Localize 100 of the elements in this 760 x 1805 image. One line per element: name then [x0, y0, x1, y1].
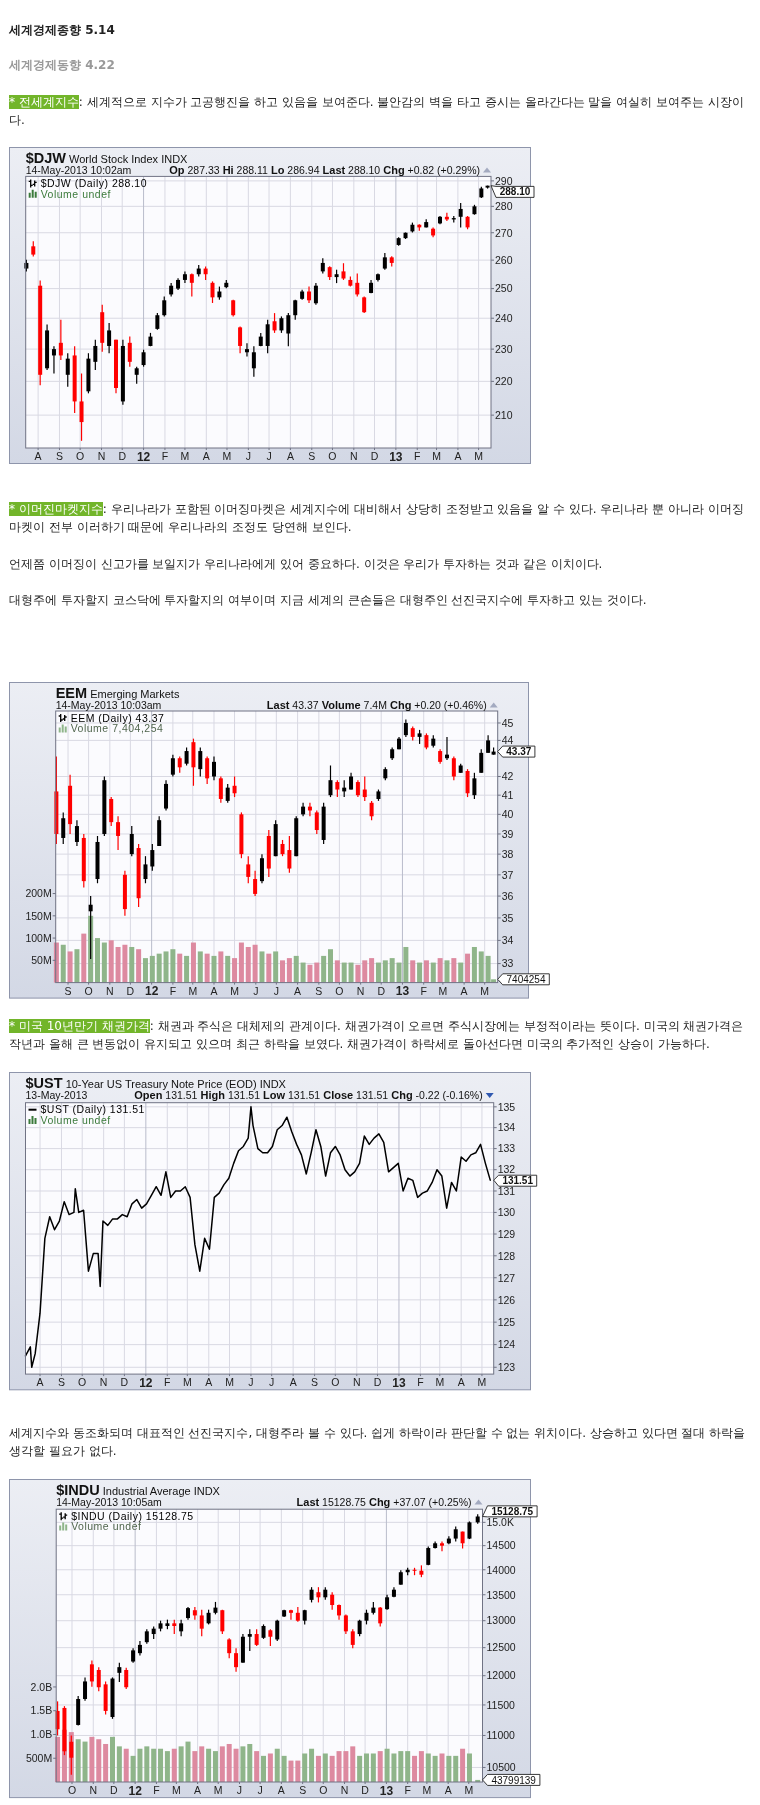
x-tick-label: S	[311, 1376, 319, 1389]
text: 언제쯤 이머징이 신고가를 보일지가 우리나라에게 있어 중요하다. 이것은 우리가 투자하는 것과 같은 이치이다.	[9, 556, 604, 573]
x-tick-label: D	[361, 1784, 370, 1797]
x-tick-label: J	[273, 984, 279, 997]
x-tick-label: M	[171, 1784, 181, 1797]
y-tick-label: 14000	[486, 1563, 516, 1576]
x-tick-label: A	[194, 1784, 202, 1797]
y-tick-label: 10500	[486, 1761, 516, 1774]
x-tick-label: N	[106, 984, 114, 997]
x-tick-label: F	[164, 1376, 171, 1389]
y-tick-label: 240	[495, 312, 513, 325]
legend-label: $UST (Daily) 131.51	[40, 1103, 145, 1116]
x-tick-label: F	[153, 1784, 160, 1797]
x-tick-label: 12	[136, 450, 151, 465]
x-tick-label: M	[438, 984, 448, 997]
y-tick-label: 135	[497, 1100, 516, 1113]
x-tick-label: A	[444, 1784, 452, 1797]
x-tick-label: F	[404, 1784, 411, 1797]
y-tick-label: 134	[497, 1121, 516, 1134]
x-tick-label: A	[205, 1376, 213, 1389]
x-tick-label: J	[236, 1784, 243, 1797]
y-tick-label: 210	[495, 409, 513, 422]
text: 대형주에 투자할지 코스닥에 투자할지의 여부이며 지금 세계의 큰손들은 대형주인 선진국지수에 투자하고 있는 것이다.	[9, 591, 648, 609]
x-tick-label: J	[257, 1784, 263, 1797]
x-tick-label: F	[169, 984, 177, 997]
x-tick-label: 13	[392, 1375, 406, 1390]
x-tick-label: O	[84, 984, 93, 997]
y-tick-label: 270	[495, 226, 513, 239]
y-tick-label: 45	[501, 716, 514, 729]
annotation: Last 43.37 Volume 7.4M Chg +0.20 (+0.46%)	[266, 698, 487, 711]
x-tick-label: D	[370, 450, 379, 463]
chart-title: $UST 10-Year US Treasury Note Price (EOD) INDX	[25, 1074, 287, 1091]
annotation: 15128.75	[491, 1506, 534, 1518]
legend-label: EEM (Daily) 43.37	[70, 711, 165, 724]
y2-tick-label: 1.5B	[30, 1704, 53, 1717]
x-tick-label: A	[460, 984, 468, 997]
y-tick-label: 14500	[486, 1539, 516, 1552]
x-tick-label: 12	[144, 984, 159, 999]
y-tick-label: 130	[497, 1205, 516, 1218]
x-tick-label: M	[225, 1376, 234, 1389]
x-tick-label: O	[319, 1784, 328, 1797]
y-tick-label: 13500	[486, 1588, 516, 1601]
y2-tick-label: 200M	[25, 887, 52, 900]
x-tick-label: M	[182, 1376, 192, 1389]
text: 세계지수와 동조화되며 대표적인 선진국지수, 대형주라 볼 수 있다. 쉽게 하락이라 판단할 수 없는 위치이다. 상승하고 있다면 절대 하락을 생각할 필요가 없다.	[9, 1425, 747, 1460]
x-tick-label: M	[188, 984, 198, 997]
chart-title: EEM Emerging Markets	[55, 684, 180, 701]
x-tick-label: O	[335, 984, 344, 997]
y2-tick-label: 1.0B	[30, 1728, 53, 1741]
y-tick-label: 41	[501, 788, 514, 801]
legend-label: $INDU (Daily) 15128.75	[71, 1510, 194, 1523]
x-tick-label: A	[454, 450, 462, 463]
x-tick-label: M	[213, 1784, 223, 1797]
text: * 이머진마켓지수	[9, 501, 103, 516]
x-tick-label: 13	[395, 984, 410, 999]
y-tick-label: 129	[497, 1227, 516, 1240]
x-tick-label: 13	[379, 1784, 394, 1799]
x-tick-label: N	[97, 450, 106, 463]
x-tick-label: A	[294, 984, 302, 997]
x-tick-label: 12	[128, 1784, 143, 1799]
x-tick-label: A	[210, 984, 218, 997]
x-tick-label: S	[55, 450, 63, 463]
y-tick-label: 250	[495, 282, 513, 295]
y-tick-label: 39	[501, 827, 514, 840]
chart-title: $INDU Industrial Average INDX	[56, 1482, 221, 1499]
x-tick-label: S	[57, 1376, 65, 1389]
x-tick-label: N	[89, 1784, 98, 1797]
text: 세계경제종향 5.14	[9, 22, 116, 39]
x-tick-label: F	[420, 984, 427, 997]
y-tick-label: 35	[501, 911, 514, 924]
y-tick-label: 13000	[486, 1614, 516, 1627]
y-tick-label: 37	[501, 868, 514, 881]
x-tick-label: J	[248, 1376, 254, 1389]
x-tick-label: O	[76, 450, 85, 463]
x-tick-label: O	[331, 1376, 340, 1389]
annotation: 288.10	[499, 186, 531, 198]
x-tick-label: S	[64, 984, 72, 997]
y-tick-label: 34	[501, 933, 514, 946]
y-tick-label: 11000	[486, 1729, 516, 1742]
x-tick-label: A	[36, 1376, 44, 1389]
x-tick-label: M	[422, 1784, 432, 1797]
y-tick-label: 11500	[486, 1699, 516, 1712]
chart-subtitle: 14-May-2013 10:02am	[25, 164, 132, 177]
y-tick-label: 38	[501, 847, 514, 860]
y2-tick-label: 500M	[25, 1752, 53, 1765]
y-tick-label: 290	[495, 174, 513, 187]
y-tick-label: 15.0K	[486, 1516, 514, 1529]
y-tick-label: 42	[501, 769, 514, 782]
x-tick-label: D	[377, 984, 386, 997]
x-tick-label: J	[245, 450, 251, 463]
y-tick-label: 230	[495, 343, 513, 356]
x-tick-label: S	[315, 984, 323, 997]
y-tick-label: 40	[501, 807, 514, 820]
x-tick-label: S	[308, 450, 316, 463]
y-tick-label: 12500	[486, 1641, 516, 1654]
x-tick-label: A	[202, 450, 210, 463]
y-tick-label: 36	[501, 889, 514, 902]
x-tick-label: O	[328, 450, 337, 463]
x-tick-label: D	[126, 984, 135, 997]
y-tick-label: 131	[497, 1184, 516, 1197]
